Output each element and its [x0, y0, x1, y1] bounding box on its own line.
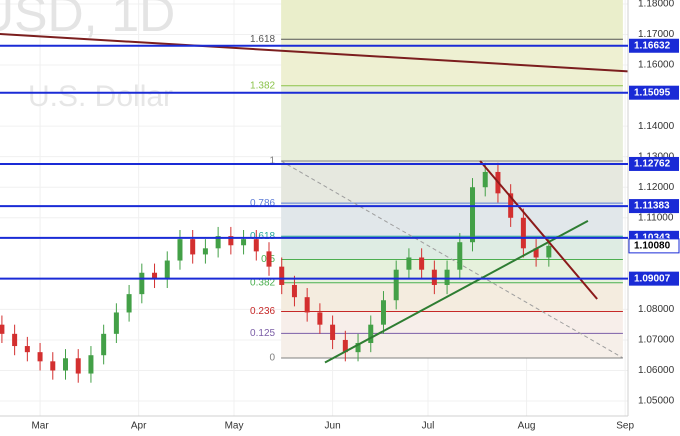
- y-tick-label: 1.14000: [638, 121, 675, 132]
- fib-band: [281, 311, 623, 334]
- candle-body: [241, 239, 247, 246]
- price-level-box: [629, 271, 679, 286]
- fib-diagonal: [280, 160, 624, 359]
- x-tick-label: Jul: [422, 421, 435, 432]
- x-tick-label: Jun: [325, 421, 341, 432]
- price-level-label: 1.11383: [634, 201, 670, 212]
- candle-body: [342, 339, 348, 353]
- fib-label: 1.382: [250, 80, 275, 91]
- candle-body: [228, 236, 234, 246]
- candle-body: [279, 266, 285, 285]
- watermark-name: U.S. Dollar: [28, 80, 173, 113]
- candle-body: [419, 257, 425, 270]
- candle-body: [37, 352, 43, 362]
- candle-body: [304, 297, 310, 313]
- y-tick-label: 1.18000: [638, 0, 675, 10]
- candle-body: [266, 251, 272, 267]
- candle-body: [470, 187, 476, 243]
- candle-body: [202, 248, 208, 255]
- candle-body: [63, 358, 69, 371]
- price-level-label: 1.16632: [634, 40, 671, 51]
- fib-band: [281, 160, 623, 204]
- candle-body: [177, 239, 183, 261]
- fib-label: 0.236: [250, 306, 275, 317]
- price-level-label: 1.15095: [634, 87, 671, 98]
- fib-band: [281, 203, 623, 237]
- price-level-box: [629, 156, 679, 171]
- candle-body: [139, 272, 145, 295]
- trendline: [479, 160, 598, 300]
- candle-body: [546, 245, 552, 258]
- candle-body: [457, 242, 463, 270]
- candle-body: [533, 248, 539, 258]
- candle-body: [368, 324, 374, 344]
- y-tick-label: 1.13000: [638, 151, 675, 162]
- x-tick-label: Aug: [518, 421, 536, 432]
- candle-body: [215, 236, 221, 249]
- candle-body: [520, 217, 526, 249]
- last-price-label: 1.10080: [634, 241, 671, 252]
- candle-body: [444, 269, 450, 285]
- price-level-label: 1.10343: [634, 232, 671, 243]
- fib-band: [281, 85, 623, 161]
- fib-label: 0.125: [250, 328, 275, 339]
- fib-band: [281, 282, 623, 312]
- fib-label: 1: [270, 156, 276, 167]
- fib-band: [281, 333, 623, 358]
- candle-body: [0, 324, 5, 334]
- candle-body: [291, 284, 297, 298]
- y-tick-label: 1.06000: [638, 365, 675, 376]
- price-level-box: [629, 199, 679, 214]
- fib-label: 0.786: [250, 198, 275, 209]
- y-tick-label: 1.16000: [638, 60, 675, 71]
- trendline: [324, 219, 589, 364]
- price-level-box: [629, 85, 679, 100]
- x-tick-label: Sep: [616, 421, 634, 432]
- candle-body: [126, 294, 132, 313]
- candle-body: [88, 355, 94, 374]
- x-tick-label: May: [225, 421, 244, 432]
- candle-body: [431, 269, 437, 285]
- price-level-label: 1.12762: [634, 159, 671, 170]
- candle-body: [24, 346, 30, 353]
- trendline: [0, 32, 628, 73]
- fib-label: 0: [270, 353, 276, 364]
- y-tick-label: 1.17000: [638, 29, 675, 40]
- y-tick-label: 1.11000: [638, 212, 674, 223]
- candle-body: [12, 333, 18, 347]
- candle-body: [317, 312, 323, 325]
- last-price-box: [628, 238, 680, 254]
- candle-body: [380, 300, 386, 325]
- y-tick-label: 1.08000: [638, 304, 675, 315]
- y-tick-label: 1.12000: [638, 182, 675, 193]
- plot-area: USD, 1DU.S. Dollar1.6181.38210.7860.6180…: [0, 0, 628, 416]
- candle-body: [253, 239, 259, 252]
- x-tick-label: Apr: [131, 421, 147, 432]
- candle-body: [393, 269, 399, 301]
- candle-body: [190, 239, 196, 255]
- fib-band: [281, 39, 623, 86]
- candle-body: [101, 333, 107, 356]
- fib-band: [281, 259, 623, 283]
- candle-body: [355, 343, 361, 353]
- candle-body: [330, 324, 336, 340]
- price-level-label: 1.09007: [634, 273, 671, 284]
- candle-body: [152, 272, 158, 279]
- candle-body: [75, 358, 81, 374]
- fib-label: 1.618: [250, 34, 275, 45]
- candle-body: [113, 312, 119, 334]
- fib-band: [281, 0, 623, 40]
- candle-body: [406, 257, 412, 270]
- price-level-box: [629, 38, 679, 53]
- x-tick-label: Mar: [31, 421, 49, 432]
- candle-body: [50, 361, 56, 371]
- y-tick-label: 1.05000: [638, 396, 675, 407]
- fib-band: [281, 236, 623, 260]
- fib-label: 0.618: [250, 231, 275, 242]
- candle-body: [482, 171, 488, 188]
- candle-body: [164, 260, 170, 279]
- y-tick-label: 1.07000: [638, 335, 675, 346]
- fib-label: 0.382: [250, 277, 275, 288]
